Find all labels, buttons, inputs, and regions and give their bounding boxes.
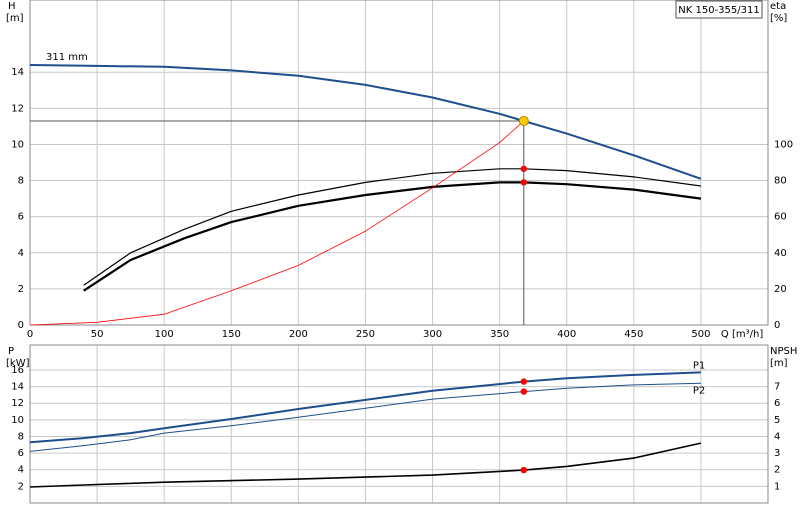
- operating-point: [520, 378, 527, 385]
- y2-tick-label: 5: [774, 415, 780, 426]
- operating-point: [520, 388, 527, 395]
- curve: [29, 382, 701, 452]
- y2-tick-label: 40: [774, 248, 787, 259]
- x-tick-label: 500: [691, 329, 710, 340]
- y2-tick-label: 20: [774, 284, 787, 295]
- y2-tick-label: 6: [774, 398, 780, 409]
- x-tick-label: 150: [222, 329, 241, 340]
- curve: [29, 442, 702, 488]
- y-tick-label: 12: [11, 398, 24, 409]
- x-tick-label: 450: [624, 329, 643, 340]
- y-axis-label: P: [8, 346, 14, 357]
- y-axis-unit: [kW]: [6, 358, 30, 369]
- y2-axis-label: NPSH: [770, 346, 797, 357]
- operating-point: [518, 115, 529, 126]
- y-tick-label: 10: [11, 415, 24, 426]
- y-tick-label: 4: [18, 465, 24, 476]
- y-tick-label: 2: [18, 481, 24, 492]
- x-tick-label: 50: [91, 329, 104, 340]
- x-tick-label: 100: [155, 329, 174, 340]
- y2-tick-label: 60: [774, 212, 787, 223]
- curve: [29, 120, 525, 326]
- y2-tick-label: 2: [774, 465, 780, 476]
- x-tick-label: 350: [490, 329, 509, 340]
- y-tick-label: 12: [11, 103, 24, 114]
- y-tick-label: 8: [18, 176, 24, 187]
- x-tick-label: 400: [557, 329, 576, 340]
- y2-tick-label: 100: [774, 139, 793, 150]
- x-axis-label: Q [m³/h]: [721, 329, 763, 340]
- y2-tick-label: 0: [774, 320, 780, 331]
- y-tick-label: 14: [11, 67, 24, 78]
- y2-tick-label: 1: [774, 481, 780, 492]
- y-tick-label: 0: [18, 320, 24, 331]
- y2-tick-label: 3: [774, 448, 780, 459]
- operating-point: [520, 466, 527, 474]
- x-tick-label: 200: [289, 329, 308, 340]
- y-tick-label: 8: [18, 431, 24, 442]
- title-box: [675, 0, 763, 19]
- series-label: P1: [693, 360, 705, 371]
- series-label: P2: [693, 385, 705, 396]
- y-axis-unit: [m]: [6, 13, 24, 24]
- y-tick-label: 4: [18, 248, 24, 259]
- y2-axis-label: eta: [770, 1, 786, 12]
- y-tick-label: 14: [11, 382, 24, 393]
- x-tick-label: 250: [356, 329, 375, 340]
- y-tick-label: 6: [18, 212, 24, 223]
- plot-frame: [29, 0, 769, 326]
- x-tick-label: 300: [423, 329, 442, 340]
- y-tick-label: 10: [11, 139, 24, 150]
- y2-axis-unit: [%]: [770, 13, 787, 24]
- x-tick-label: 0: [27, 329, 33, 340]
- curve: [29, 64, 702, 180]
- curve: [83, 181, 702, 292]
- y-tick-label: 6: [18, 448, 24, 459]
- y-tick-label: 2: [18, 284, 24, 295]
- y-axis-label: H: [8, 1, 16, 12]
- series-label: 311 mm: [46, 52, 88, 63]
- y2-tick-label: 4: [774, 431, 780, 442]
- y2-axis-unit: [m]: [770, 358, 788, 369]
- chart-title: NK 150-355/311: [678, 5, 759, 16]
- curve: [83, 168, 701, 286]
- y-tick-label: 16: [11, 365, 24, 376]
- y2-tick-label: 7: [774, 382, 780, 393]
- plot-frame: [29, 344, 769, 504]
- y2-tick-label: 80: [774, 176, 787, 187]
- curve: [29, 371, 701, 444]
